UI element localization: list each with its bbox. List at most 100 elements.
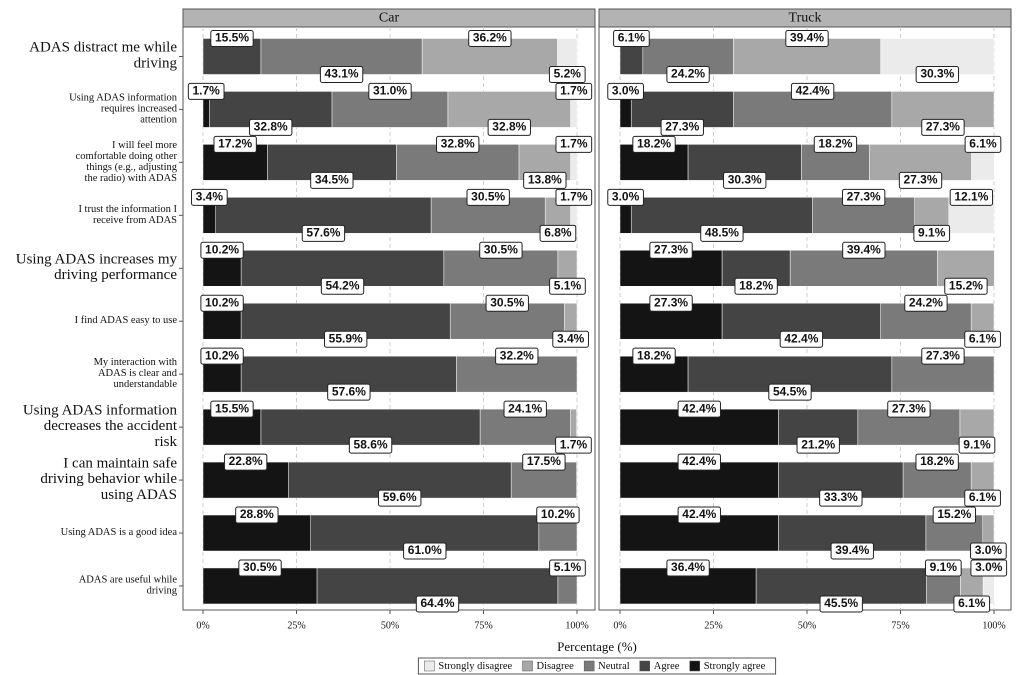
- value-label: 6.8%: [539, 224, 577, 242]
- value-label: 45.5%: [819, 595, 863, 613]
- value-label-text: 1.7%: [560, 137, 588, 151]
- value-label-box: [503, 400, 547, 418]
- value-label: 18.2%: [813, 135, 858, 153]
- value-label-box: [915, 65, 960, 83]
- value-label-text: 3.4%: [557, 331, 585, 345]
- value-label-text: 30.5%: [471, 189, 505, 203]
- value-label: 39.4%: [785, 29, 829, 47]
- value-label: 10.2%: [536, 506, 580, 524]
- x-tick-label: 50%: [381, 620, 399, 631]
- legend-label: Disagree: [537, 661, 575, 672]
- value-label-text: 6.1%: [969, 137, 997, 151]
- value-label-box: [660, 118, 704, 136]
- value-label-box: [677, 400, 721, 418]
- value-label-text: 39.4%: [835, 543, 869, 557]
- facet-title: Truck: [789, 11, 822, 26]
- value-label: 27.3%: [649, 294, 693, 312]
- value-label: 18.2%: [734, 277, 778, 295]
- value-label-text: 59.6%: [383, 490, 417, 504]
- value-label: 17.2%: [213, 135, 257, 153]
- value-label-text: 15.5%: [215, 401, 249, 415]
- value-label-box: [552, 330, 589, 348]
- value-label: 54.5%: [768, 383, 812, 401]
- value-label-box: [666, 559, 710, 577]
- x-tick-label: 25%: [704, 620, 722, 631]
- value-label: 24.2%: [904, 294, 948, 312]
- value-label: 5.2%: [548, 65, 586, 83]
- value-label-text: 15.2%: [937, 507, 971, 521]
- legend-swatch: [424, 660, 435, 672]
- legend-label: Agree: [654, 661, 680, 672]
- value-label-box: [677, 506, 721, 524]
- value-label: 1.7%: [555, 82, 593, 100]
- value-label: 43.1%: [319, 65, 364, 83]
- value-label: 13.8%: [523, 171, 567, 189]
- y-tick-label: ADAS are useful while driving: [79, 575, 178, 597]
- value-label: 10.2%: [200, 347, 244, 365]
- legend-label: Strongly agree: [704, 661, 766, 672]
- value-label: 24.1%: [503, 400, 547, 418]
- value-label: 3.0%: [970, 542, 1007, 560]
- value-label: 6.1%: [964, 330, 1001, 348]
- value-label-text: 42.4%: [796, 84, 830, 98]
- value-label: 27.3%: [660, 118, 704, 136]
- legend-swatch: [639, 660, 650, 672]
- value-label-box: [700, 224, 744, 242]
- value-label-text: 36.4%: [671, 560, 705, 574]
- value-label-text: 5.1%: [554, 560, 582, 574]
- value-label-text: 27.3%: [654, 242, 688, 256]
- value-label-box: [523, 171, 567, 189]
- value-label-text: 54.5%: [773, 384, 807, 398]
- value-label-box: [887, 400, 931, 418]
- value-label-text: 42.4%: [682, 507, 716, 521]
- value-label-text: 45.5%: [824, 596, 858, 610]
- value-label-box: [324, 330, 368, 348]
- value-label: 21.2%: [796, 436, 840, 454]
- value-label-box: [632, 347, 676, 365]
- value-label-text: 18.2%: [637, 137, 671, 151]
- value-label: 28.8%: [235, 506, 279, 524]
- value-label: 9.1%: [913, 224, 951, 242]
- value-label: 6.1%: [613, 29, 650, 47]
- value-label: 3.4%: [552, 330, 589, 348]
- value-label: 3.0%: [607, 82, 644, 100]
- y-tick-label: ADAS distract me while driving: [29, 40, 177, 72]
- value-label: 30.5%: [466, 188, 510, 206]
- value-label-box: [191, 188, 228, 206]
- value-label-box: [485, 294, 529, 312]
- value-label-box: [238, 559, 282, 577]
- value-label-text: 13.8%: [528, 173, 562, 187]
- x-tick-label: 0%: [196, 620, 209, 631]
- value-label: 57.6%: [327, 383, 371, 401]
- value-label-text: 1.7%: [192, 84, 220, 98]
- value-label-text: 6.1%: [618, 31, 646, 45]
- value-label-text: 3.0%: [975, 560, 1003, 574]
- value-label: 39.4%: [842, 241, 886, 259]
- value-label: 1.7%: [555, 188, 593, 206]
- value-label-text: 3.0%: [612, 189, 640, 203]
- value-label-box: [415, 595, 460, 613]
- value-label: 30.3%: [915, 65, 960, 83]
- value-label-text: 1.7%: [560, 189, 588, 203]
- value-label: 5.1%: [549, 559, 586, 577]
- value-label-text: 18.2%: [637, 348, 671, 362]
- value-label: 18.2%: [915, 453, 959, 471]
- value-label-text: 30.5%: [484, 242, 518, 256]
- value-label: 18.2%: [632, 347, 676, 365]
- value-label-box: [210, 29, 254, 47]
- value-label-box: [785, 29, 829, 47]
- value-label-box: [249, 118, 293, 136]
- value-label-box: [964, 330, 1001, 348]
- value-label: 48.5%: [700, 224, 744, 242]
- value-label: 30.5%: [238, 559, 282, 577]
- value-label: 27.3%: [921, 118, 965, 136]
- value-label-box: [210, 400, 254, 418]
- value-label-text: 12.1%: [954, 189, 988, 203]
- value-label-text: 39.4%: [847, 242, 881, 256]
- value-label: 1.7%: [187, 82, 225, 100]
- value-label: 27.3%: [898, 171, 943, 189]
- x-tick-label: 25%: [287, 620, 305, 631]
- value-label-text: 32.8%: [441, 137, 475, 151]
- value-label: 61.0%: [403, 542, 447, 560]
